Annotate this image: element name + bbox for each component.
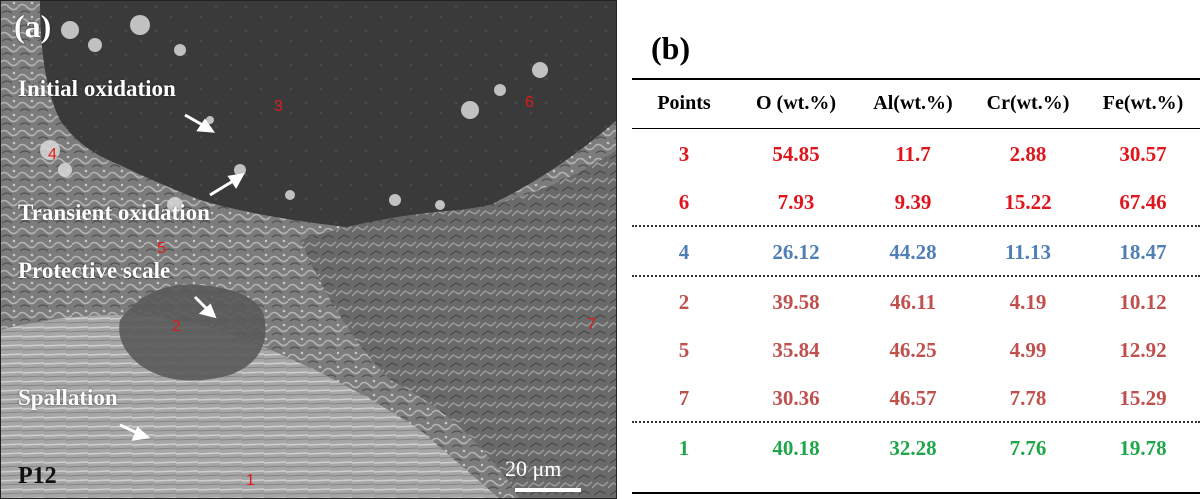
point-label-1: 1 <box>246 472 255 489</box>
header-fe: Fe(wt.%) <box>1102 92 1184 114</box>
group-separator <box>632 421 1200 423</box>
point-label-4: 4 <box>48 146 57 163</box>
cell-point: 1 <box>678 436 690 460</box>
sem-micrograph-image <box>0 0 617 499</box>
cell-o: 7.93 <box>777 190 815 214</box>
cell-fe: 18.47 <box>1119 240 1167 264</box>
cell-o: 35.84 <box>772 338 820 362</box>
cell-fe: 67.46 <box>1119 190 1167 214</box>
cell-o: 26.12 <box>772 240 820 264</box>
cell-cr: 4.99 <box>1009 338 1047 362</box>
cell-cr: 7.78 <box>1009 386 1047 410</box>
composition-table: Points O (wt.%) Al(wt.%) Cr(wt.%) Fe(wt.… <box>632 78 1200 496</box>
cell-point: 2 <box>678 290 690 314</box>
annotation-arrows <box>119 113 245 441</box>
header-al: Al(wt.%) <box>873 92 953 114</box>
cell-al: 9.39 <box>894 190 932 214</box>
panel-letter-a: (a) <box>14 8 52 44</box>
cell-al: 46.57 <box>889 386 937 410</box>
cell-o: 40.18 <box>772 436 820 460</box>
cell-fe: 19.78 <box>1119 436 1167 460</box>
cell-al: 46.11 <box>889 290 937 314</box>
cell-o: 54.85 <box>772 142 820 166</box>
annotation-initial-oxidation: Initial oxidation <box>18 76 176 101</box>
table-row: 4 26.12 44.28 11.13 18.47 <box>632 228 1200 276</box>
cell-al: 32.28 <box>889 436 937 460</box>
table-row: 2 39.58 46.11 4.19 10.12 <box>632 278 1200 326</box>
cell-fe: 30.57 <box>1119 142 1167 166</box>
cell-al: 46.25 <box>889 338 937 362</box>
scale-bar <box>515 488 581 492</box>
table-row: 5 35.84 46.25 4.99 12.92 <box>632 326 1200 374</box>
cell-point: 5 <box>678 338 690 362</box>
cell-point: 4 <box>678 240 690 264</box>
table-row: 3 54.85 11.7 2.88 30.57 <box>632 130 1200 178</box>
table-top-rule <box>632 78 1200 80</box>
cell-point: 6 <box>678 190 690 214</box>
group-separator <box>632 225 1200 227</box>
cell-fe: 10.12 <box>1119 290 1167 314</box>
cell-fe: 12.92 <box>1119 338 1167 362</box>
header-o: O (wt.%) <box>756 92 836 114</box>
group-separator <box>632 275 1200 277</box>
cell-fe: 15.29 <box>1119 386 1167 410</box>
annotation-spallation: Spallation <box>18 385 118 410</box>
cell-cr: 7.76 <box>1009 436 1047 460</box>
scale-bar-label: 20 μm <box>505 456 562 481</box>
header-cr: Cr(wt.%) <box>986 92 1070 114</box>
cell-o: 39.58 <box>772 290 820 314</box>
panel-letter-b: (b) <box>651 30 691 66</box>
cell-al: 44.28 <box>889 240 937 264</box>
cell-cr: 2.88 <box>1009 142 1047 166</box>
point-label-7: 7 <box>587 316 596 333</box>
table-row: 1 40.18 32.28 7.76 19.78 <box>632 424 1200 472</box>
cell-cr: 11.13 <box>1004 240 1052 264</box>
cell-o: 30.36 <box>772 386 820 410</box>
cell-point: 3 <box>678 142 690 166</box>
table-row: 6 7.93 9.39 15.22 67.46 <box>632 178 1200 226</box>
point-label-6: 6 <box>525 94 534 111</box>
cell-al: 11.7 <box>895 142 931 166</box>
sem-micrograph-panel: (a) Initial oxidation Transient oxidatio… <box>0 0 617 499</box>
point-label-2: 2 <box>172 318 181 335</box>
point-label-3: 3 <box>274 98 283 115</box>
annotation-protective-scale: Protective scale <box>18 258 171 283</box>
sample-id-label: P12 <box>18 463 57 489</box>
cell-cr: 15.22 <box>1004 190 1052 214</box>
header-rule <box>632 128 1200 129</box>
table-bottom-rule <box>632 492 1200 494</box>
point-label-5: 5 <box>157 240 166 257</box>
table-row: 7 30.36 46.57 7.78 15.29 <box>632 374 1200 422</box>
header-points: Points <box>657 92 711 114</box>
cell-cr: 4.19 <box>1009 290 1047 314</box>
annotation-transient-oxidation: Transient oxidation <box>18 200 210 225</box>
cell-point: 7 <box>678 386 690 410</box>
